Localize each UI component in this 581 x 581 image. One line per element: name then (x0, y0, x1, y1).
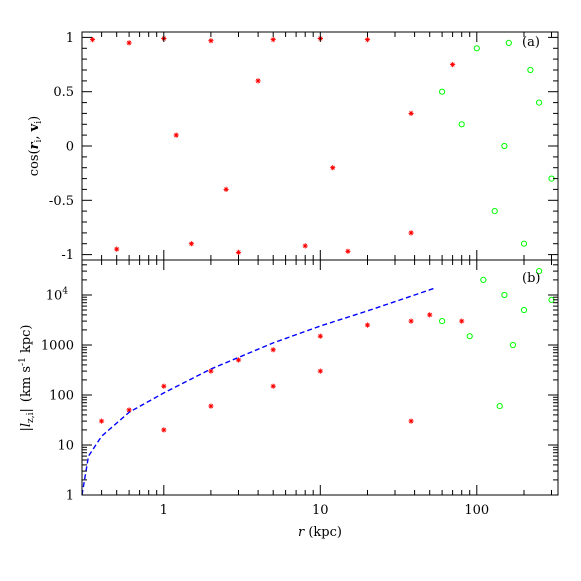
panel-a-red-point (330, 165, 336, 171)
panel-a-red-point (302, 243, 308, 249)
panel-b-red-point (317, 333, 323, 339)
panel-a-red-point (255, 78, 261, 84)
panel-a-y-axis-title: cos(ri, vi) (27, 116, 44, 176)
panel-a-green-point (520, 240, 528, 247)
panel-b-green-point (480, 276, 487, 283)
panel-b-green-point (439, 318, 446, 325)
panel-a-red-point (173, 132, 179, 138)
panel-a-red-point (450, 62, 456, 68)
panel-b-y-tick-label: 10 (57, 439, 74, 454)
panel-a-y-tick-label: 0.5 (53, 85, 74, 100)
panel-b-red-point (235, 357, 242, 363)
panel-b-green-point (509, 341, 517, 349)
x-tick-label: 10 (312, 503, 329, 518)
x-tick-label: 1 (160, 503, 168, 518)
panel-a-green-point (458, 121, 465, 128)
panel-b-y-tick-exponent: 4 (62, 287, 68, 297)
panel-b-envelope-curve (81, 286, 437, 496)
x-tick-label: 100 (464, 503, 489, 518)
panel-a-red-point (235, 249, 242, 255)
panel-a-red-point (270, 37, 276, 43)
panel-a-y-tick-label: -0.5 (49, 194, 74, 209)
panel-b-red-point (459, 318, 465, 324)
scatter-points-layer (89, 35, 555, 433)
panel-b-red-point (427, 312, 433, 318)
panel-b-green-point (520, 306, 528, 314)
panel-a-red-point (188, 241, 194, 247)
panel-a-red-point (114, 246, 120, 252)
panel-b-frame (81, 259, 559, 496)
panel-b-red-point (208, 403, 214, 409)
panel-a-frame (81, 31, 559, 261)
panel-a-green-point (439, 88, 446, 95)
panel-a-green-point (536, 99, 543, 106)
panel-b-green-point (501, 291, 508, 299)
panel-b-red-point (161, 427, 167, 433)
panel-b-red-point (99, 418, 105, 424)
panel-b-y-tick-label: 1 (66, 489, 74, 504)
panel-b-red-point (270, 347, 276, 353)
panel-a-red-point (364, 37, 371, 43)
tick-labels-layer: -1 -0.5 0 0.5 1 1 10 100 1000 104 1 10 100 (41, 31, 489, 518)
panel-a-red-point (345, 248, 351, 254)
panel-b-label: (b) (522, 271, 540, 286)
panel-a-red-point (126, 40, 132, 46)
panel-b-y-tick-label: 1000 (41, 339, 74, 354)
panel-b-y-tick-label: 100 (49, 389, 74, 404)
tick-marks-layer (81, 32, 558, 496)
panel-b-red-point (317, 368, 323, 374)
panel-a-red-point (408, 110, 414, 116)
panel-a-red-point (408, 230, 414, 236)
panel-a-green-point (527, 66, 534, 74)
panel-a-red-point (208, 38, 214, 44)
envelope-line-layer (81, 286, 437, 496)
panel-a-label: (a) (522, 35, 540, 50)
panel-a-green-point (501, 142, 508, 150)
panel-b-red-point (126, 407, 132, 413)
panel-a-green-point (505, 39, 512, 47)
panel-b-green-point (466, 333, 473, 340)
panel-a-red-point (89, 37, 96, 43)
panel-b-red-point (408, 418, 414, 424)
x-axis-title: r (kpc) (298, 525, 342, 540)
panel-b-red-point (270, 383, 276, 389)
panel-b-red-point (408, 318, 414, 324)
panel-a-green-point (491, 208, 498, 215)
panel-a-y-tick-label: 0 (66, 140, 74, 155)
panel-a-y-tick-label: -1 (61, 248, 74, 263)
panel-b-red-point (161, 383, 167, 389)
panel-b-green-point (536, 268, 543, 275)
panel-a-red-point (223, 186, 229, 192)
panel-b-red-point (364, 322, 371, 328)
panel-b-red-point (208, 368, 214, 374)
panel-b-y-axis-title: |lz,i|(km s-1 kpc) (18, 325, 36, 432)
panel-a-green-point (473, 45, 480, 52)
panel-b-green-point (496, 403, 503, 410)
panel-a-y-tick-label: 1 (66, 31, 74, 46)
panel-b-y-tick-label: 104 (46, 287, 69, 304)
